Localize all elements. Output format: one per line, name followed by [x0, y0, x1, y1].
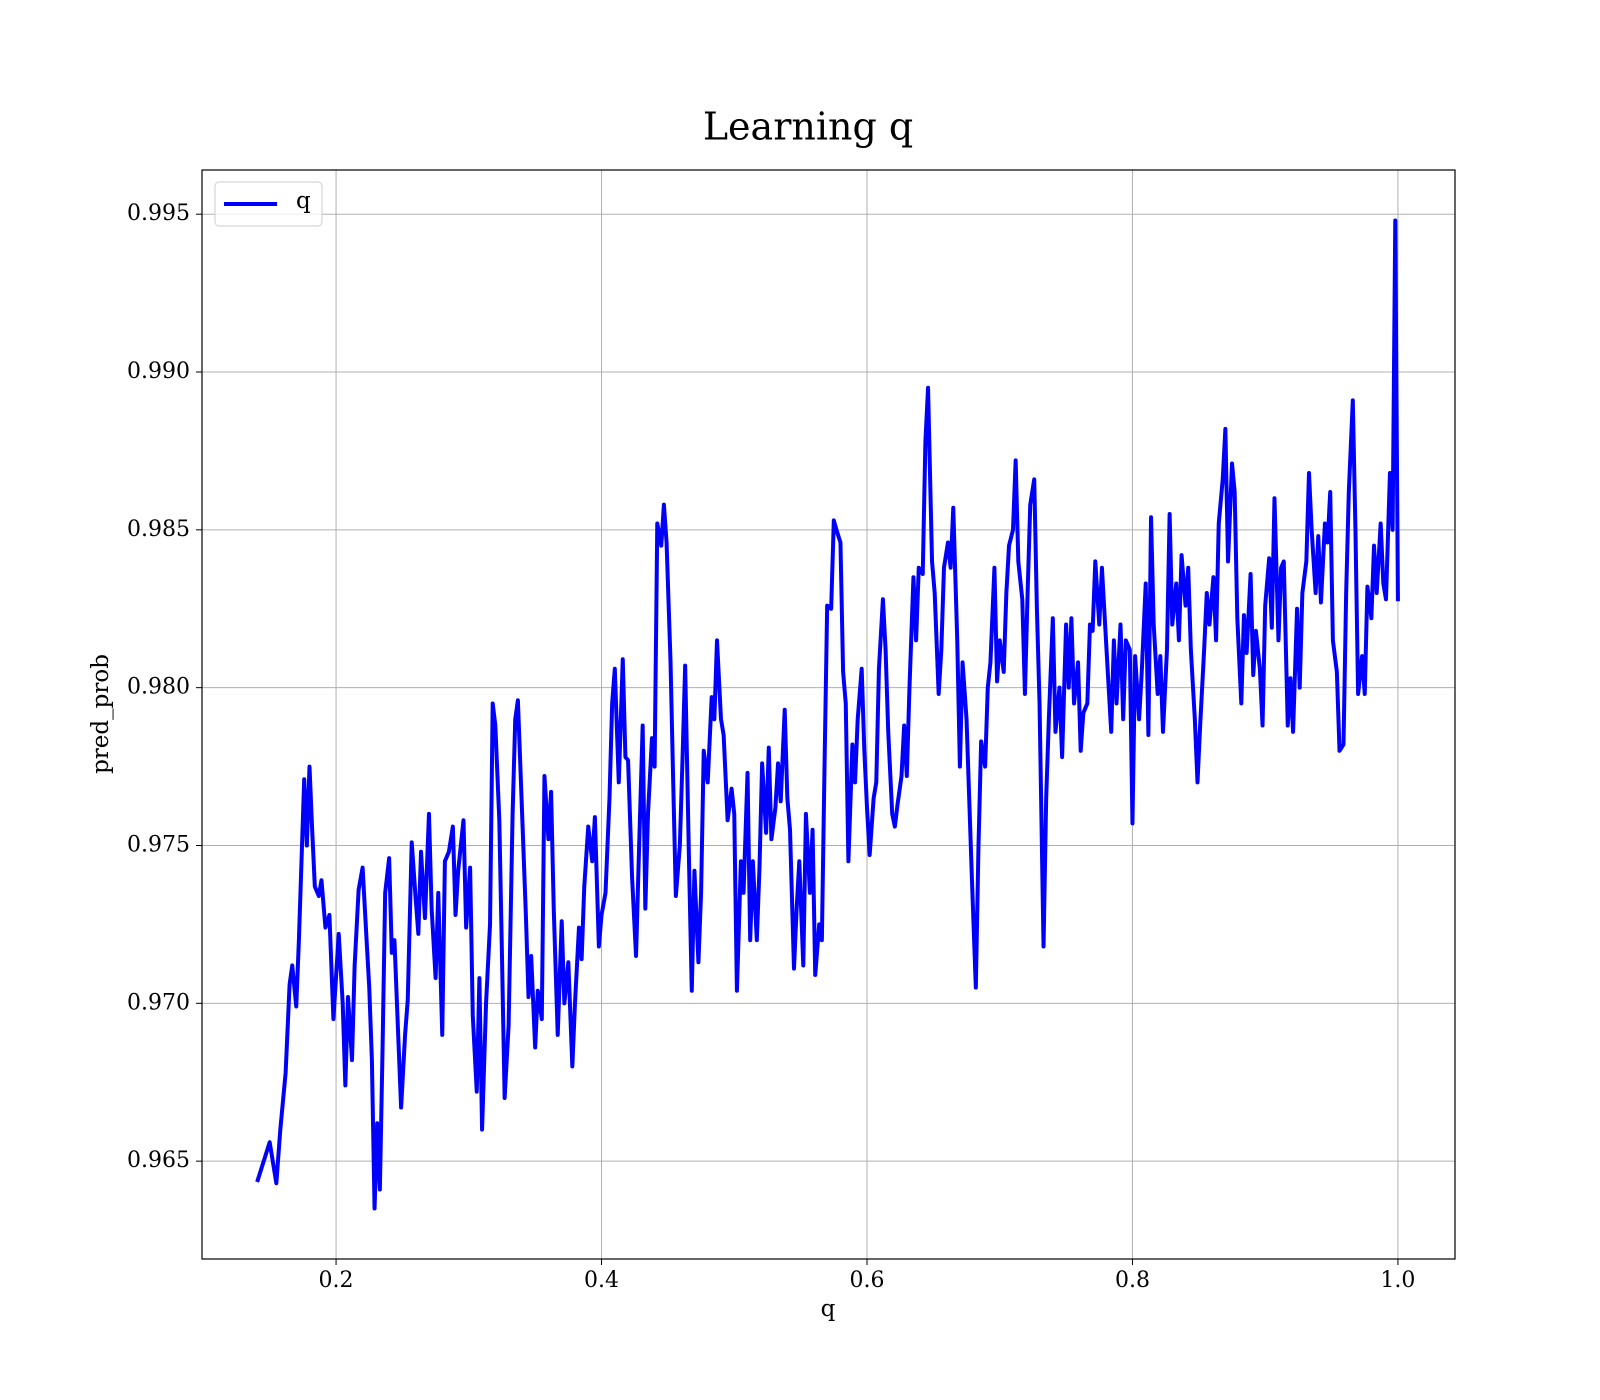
line-series	[255, 218, 1400, 1211]
y-tick-label: 0.990	[127, 359, 190, 384]
y-tick-label: 0.995	[127, 201, 190, 226]
legend: q	[214, 181, 323, 227]
y-tick-label: 0.980	[127, 675, 190, 700]
x-tick-label: 0.4	[584, 1268, 619, 1293]
x-axis-label: q	[821, 1296, 836, 1322]
y-tick-label: 0.985	[127, 517, 190, 542]
x-tick-label: 0.8	[1115, 1268, 1150, 1293]
plot-frame	[201, 169, 1456, 1260]
y-axis-label: pred_prob	[88, 654, 114, 774]
y-tick-label: 0.965	[127, 1148, 190, 1173]
y-tick-label: 0.975	[127, 832, 190, 857]
x-tick-label: 0.2	[319, 1268, 354, 1293]
chart-title: Learning q	[703, 105, 913, 149]
y-tick-label: 0.970	[127, 990, 190, 1015]
x-tick-label: 0.6	[849, 1268, 884, 1293]
x-tick-label: 1.0	[1380, 1268, 1415, 1293]
legend-label: q	[296, 188, 311, 214]
